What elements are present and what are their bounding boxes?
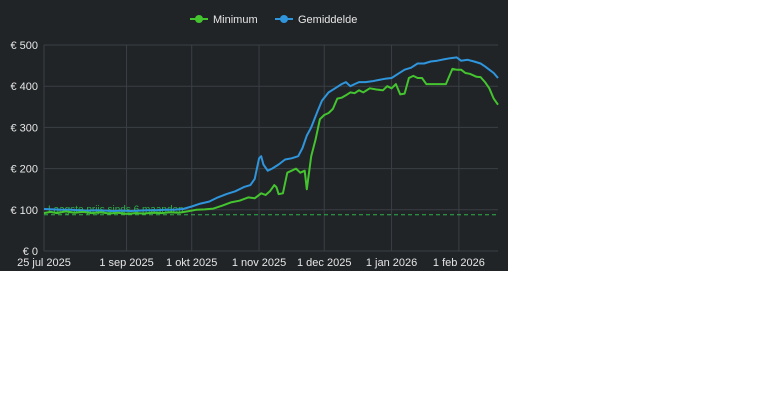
legend-label-gemiddelde: Gemiddelde (298, 14, 357, 26)
legend-item-minimum[interactable]: Minimum (190, 14, 258, 26)
y-tick-label: € 100 (10, 205, 38, 217)
series-layer (43, 56, 499, 215)
grid-layer (43, 44, 498, 252)
legend-marker-gemiddelde (280, 15, 288, 23)
y-tick-label: € 200 (10, 164, 38, 176)
legend-label-minimum: Minimum (213, 14, 258, 26)
legend-marker-minimum (195, 15, 203, 23)
y-tick-label: € 500 (10, 40, 38, 52)
legend: Minimum Gemiddelde (190, 14, 357, 26)
series-line-gemiddelde (43, 56, 499, 212)
price-chart: Laagste prijs sinds 6 maanden € 0€ 100€ … (10, 14, 499, 269)
legend-item-gemiddelde[interactable]: Gemiddelde (275, 14, 357, 26)
x-tick-label: 1 jan 2026 (366, 257, 417, 269)
y-tick-label: € 300 (10, 122, 38, 134)
x-tick-label: 1 nov 2025 (232, 257, 286, 269)
x-tick-label: 1 sep 2025 (99, 257, 153, 269)
y-tick-label: € 0 (23, 246, 38, 258)
x-tick-label: 1 dec 2025 (297, 257, 351, 269)
y-axis-ticks: € 0 € 100 € 200 € 300 € 400 € 500 (10, 40, 38, 258)
x-tick-label: 25 jul 2025 (17, 257, 71, 269)
y-tick-label: € 400 (10, 81, 38, 93)
x-tick-label: 1 feb 2026 (433, 257, 485, 269)
series-line-minimum (43, 67, 499, 215)
chart-panel: Laagste prijs sinds 6 maanden € 0 € 100 € … (0, 0, 508, 271)
x-tick-label: 1 okt 2025 (166, 257, 217, 269)
x-axis-ticks: 25 jul 2025 1 sep 2025 1 okt 2025 1 nov 202… (17, 257, 485, 269)
